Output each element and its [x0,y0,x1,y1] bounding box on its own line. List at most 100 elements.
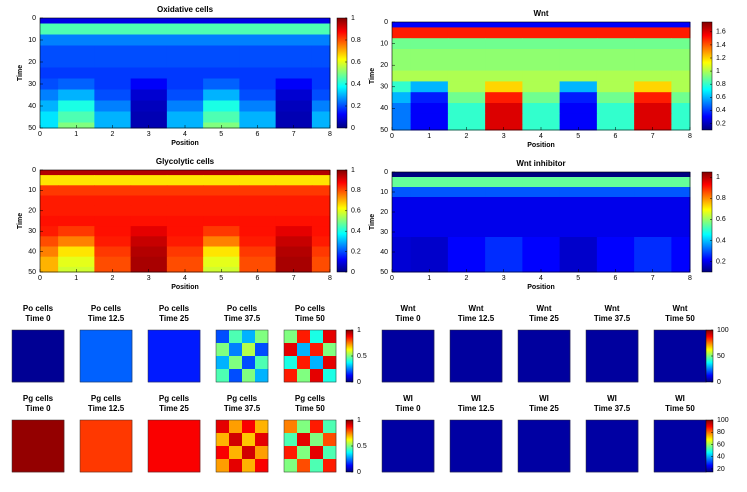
heatmap-cell [671,247,691,258]
heatmap-cell [559,38,598,50]
heatmap-cell [203,100,240,112]
heatmap-cell [58,18,95,24]
heatmap-cell [596,49,635,61]
heatmap-cell [216,459,230,473]
heatmap-cell [559,22,598,28]
panel-title: Time 37.5 [594,314,631,323]
heatmap-cell [229,433,243,447]
heatmap-cell [58,205,95,217]
heatmap-cell [166,205,204,217]
panel-frame [215,329,269,383]
heatmap-cell [596,92,635,104]
heatmap-cell [166,236,204,247]
panel-frame [147,419,201,473]
heatmap-cell [275,89,313,101]
heatmap-cell [58,23,95,35]
heatmap-cell [634,257,672,268]
heatmap-cell [671,267,691,273]
heatmap-cell [311,23,331,35]
panel-title: Wnt [536,304,551,313]
chart-title: Glycolytic cells [156,157,215,166]
heatmap-cell [311,195,331,207]
heatmap-cell [284,343,298,357]
heatmap-cell [485,38,523,50]
colorbar-tick-label: 1.4 [716,42,726,49]
heatmap-cell [284,459,298,473]
heatmap-cell [216,369,230,383]
heatmap-cell [671,103,691,115]
heatmap-cell [166,67,204,79]
heatmap-cell [130,67,168,79]
heatmap-cell [410,172,449,178]
heatmap-cell [447,197,486,208]
heatmap-cell [58,100,95,112]
heatmap-cell [447,49,486,61]
heatmap-cell [522,177,561,188]
heatmap-cell [596,38,635,50]
heatmap-cell [522,27,561,39]
y-tick-label: 50 [28,125,36,132]
heatmap-cell [239,56,277,68]
panel-title: Po cells [295,304,326,313]
heatmap-cell [596,227,635,238]
heatmap-cell [447,187,486,198]
panel-title: Time 25 [529,404,559,413]
heatmap-cell [382,420,435,473]
panel-frame [381,419,435,473]
heatmap-cell [58,89,95,101]
heatmap-cell [229,343,243,357]
heatmap-cell [323,369,337,383]
heatmap-cell [239,111,277,123]
heatmap-cell [310,420,324,434]
heatmap-cell [203,170,240,176]
heatmap-cell [94,23,132,35]
heatmap-cell [522,257,561,268]
heatmap-cell [58,78,95,90]
heatmap-cell [239,18,277,24]
heatmap-cell [216,330,230,344]
heatmap-cell [485,27,523,39]
heatmap-cell [596,81,635,93]
heatmap-cell [671,22,691,28]
panel-title: Time 12.5 [88,404,125,413]
heatmap-cell [297,356,311,370]
colorbar [336,17,348,129]
heatmap-cell [242,356,256,370]
heatmap-cell [203,89,240,101]
heatmap-cell [239,78,277,90]
x-tick-label: 0 [390,133,394,140]
heatmap-cell [311,215,331,227]
y-tick-label: 30 [28,81,36,88]
heatmap-cell [634,103,672,115]
heatmap-cell [275,100,313,112]
x-tick-label: 2 [465,133,469,140]
x-tick-label: 3 [147,131,151,138]
heatmap-cell [485,70,523,82]
heatmap-cell [216,446,230,460]
x-tick-label: 7 [651,133,655,140]
colorbar-tick-label: 80 [717,429,725,436]
heatmap-cell [297,433,311,447]
heatmap-cell [596,207,635,218]
colorbar-tick-label: 0.8 [351,37,361,44]
heatmap-cell [671,59,691,72]
heatmap-cell [392,124,412,131]
heatmap-cell [284,446,298,460]
panel-title: Time 25 [529,314,559,323]
heatmap-cell [311,111,331,123]
x-tick-label: 3 [502,275,506,282]
x-tick-label: 8 [328,131,332,138]
heatmap-cell [40,100,59,112]
y-tick-label: 20 [380,62,388,69]
heatmap-cell [485,49,523,61]
heatmap-cell [275,34,313,46]
heatmap-cell [229,356,243,370]
colorbar [701,21,713,131]
heatmap-cell [392,113,412,126]
heatmap-cell [485,207,523,218]
heatmap-cell [40,205,59,217]
heatmap-cell [58,256,95,268]
x-tick-label: 6 [256,131,260,138]
heatmap-cell [311,170,331,176]
heatmap-cell [447,113,486,126]
